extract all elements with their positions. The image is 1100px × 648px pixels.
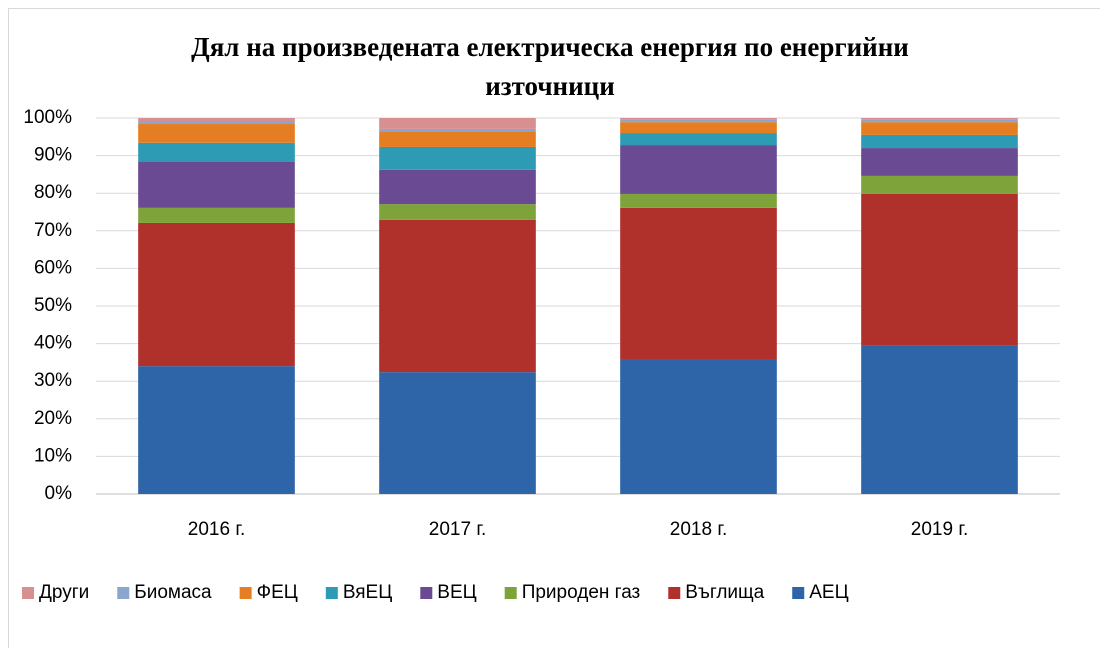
bar-segment bbox=[620, 133, 777, 146]
legend-label: Въглища bbox=[685, 582, 764, 603]
bar-segment bbox=[138, 142, 295, 162]
x-tick-label: 2016 г. bbox=[188, 519, 245, 540]
legend-label: Биомаса bbox=[134, 582, 212, 603]
bar-segment bbox=[861, 148, 1018, 176]
bar-segment bbox=[379, 131, 536, 147]
bar-segment bbox=[138, 222, 295, 367]
bar-segment bbox=[861, 345, 1018, 494]
y-tick-label: 80% bbox=[34, 182, 72, 203]
y-tick-label: 40% bbox=[34, 333, 72, 354]
y-tick-label: 90% bbox=[34, 145, 72, 166]
bar-segment bbox=[138, 207, 295, 223]
legend-label: ФЕЦ bbox=[257, 582, 298, 603]
legend-swatch bbox=[22, 587, 34, 599]
legend-label: АЕЦ bbox=[809, 582, 848, 603]
legend-swatch bbox=[792, 587, 805, 599]
bar-segment bbox=[138, 121, 295, 125]
legend-swatch bbox=[504, 587, 517, 599]
bar-segment bbox=[620, 193, 777, 208]
bar-segment bbox=[620, 122, 777, 134]
legend-label: ВЕЦ bbox=[437, 582, 476, 603]
bar-segment bbox=[861, 119, 1018, 123]
bar-segment bbox=[620, 118, 777, 120]
bar-segment bbox=[620, 207, 777, 360]
legend-label: Други bbox=[39, 582, 89, 603]
x-tick-label: 2018 г. bbox=[670, 519, 727, 540]
legend-swatch bbox=[117, 587, 130, 599]
bar-segment bbox=[379, 118, 536, 129]
bar-segment bbox=[379, 169, 536, 205]
bar-segment bbox=[379, 204, 536, 220]
chart-title: Дял на произведената електрическа енерги… bbox=[191, 32, 909, 101]
bar-segment bbox=[861, 193, 1018, 346]
y-tick-label: 60% bbox=[34, 257, 72, 278]
x-tick-label: 2019 г. bbox=[911, 519, 968, 540]
legend-label: ВяЕЦ bbox=[343, 582, 392, 603]
y-tick-label: 50% bbox=[34, 295, 72, 316]
bar-segment bbox=[138, 124, 295, 143]
bar-segment bbox=[379, 128, 536, 132]
y-tick-label: 20% bbox=[34, 408, 72, 429]
bar-segment bbox=[861, 175, 1018, 194]
y-tick-label: 0% bbox=[45, 483, 73, 504]
bar-segment bbox=[379, 219, 536, 373]
bar-segment bbox=[861, 122, 1018, 135]
y-tick-label: 10% bbox=[34, 445, 72, 466]
y-tick-label: 70% bbox=[34, 220, 72, 241]
chart-frame bbox=[8, 8, 1100, 648]
bar-segment bbox=[379, 372, 536, 494]
x-tick-label: 2017 г. bbox=[429, 519, 486, 540]
bar-segment bbox=[379, 146, 536, 170]
bar-segment bbox=[861, 134, 1018, 149]
bar-segment bbox=[620, 145, 777, 194]
legend-swatch bbox=[325, 587, 338, 599]
legend-swatch bbox=[239, 587, 252, 599]
y-tick-label: 100% bbox=[23, 107, 72, 128]
bar-segment bbox=[861, 118, 1018, 120]
bar-segment bbox=[138, 366, 295, 494]
bar-segment bbox=[620, 119, 777, 123]
bar-segment bbox=[138, 161, 295, 208]
y-tick-label: 30% bbox=[34, 370, 72, 391]
legend-swatch bbox=[668, 587, 681, 599]
legend-swatch bbox=[420, 587, 433, 599]
legend-label: Природен газ bbox=[522, 582, 641, 603]
bar-segment bbox=[620, 359, 777, 494]
bar-segment bbox=[138, 118, 295, 122]
